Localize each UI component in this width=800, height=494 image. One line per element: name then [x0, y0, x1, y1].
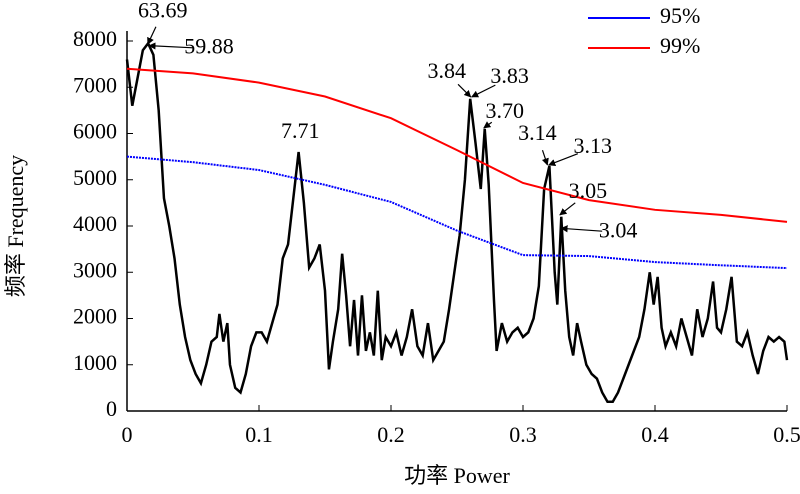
annotation-label: 3.04: [599, 217, 638, 242]
annotation-label: 3.70: [486, 98, 525, 123]
annotation-arrow: [148, 42, 194, 50]
y-axis-label: 频率 Frequency: [3, 155, 28, 297]
annotation-label: 3.14: [518, 120, 557, 145]
y-tick-label: 3000: [73, 257, 117, 282]
legend-label: 95%: [660, 3, 700, 28]
series-line: [126, 155, 788, 270]
y-tick-label: 6000: [73, 119, 117, 144]
x-axis-label: 功率 Power: [404, 463, 510, 488]
y-tick-label: 1000: [73, 350, 117, 375]
y-tick-label: 4000: [73, 211, 117, 236]
annotation-label: 3.84: [427, 58, 466, 83]
x-tick-label: 0.5: [773, 422, 800, 447]
annotation-label: 3.13: [573, 133, 612, 158]
x-tick-label: 0.4: [641, 422, 669, 447]
annotation-label: 7.71: [281, 118, 320, 143]
legend-label: 99%: [660, 33, 700, 58]
annotation-arrow: [147, 26, 157, 45]
annotation-label: 63.69: [138, 0, 188, 22]
x-tick-label: 0.1: [245, 422, 273, 447]
series-line: [125, 40, 789, 403]
annotation-arrow: [541, 149, 549, 166]
annotation-arrow: [457, 83, 472, 98]
y-tick-label: 2000: [73, 304, 117, 329]
series-line: [126, 67, 788, 223]
annotation-label: 3.05: [569, 178, 608, 203]
annotation-arrow: [471, 84, 496, 98]
annotation-arrow: [548, 153, 579, 166]
annotation-label: 3.83: [490, 63, 529, 88]
annotation-arrow: [560, 225, 603, 233]
y-tick-label: 8000: [73, 26, 117, 51]
x-tick-label: 0: [122, 422, 133, 447]
x-tick-label: 0.2: [377, 422, 405, 447]
y-tick-label: 0: [106, 396, 117, 421]
annotation-label: 59.88: [184, 34, 234, 59]
y-tick-label: 5000: [73, 165, 117, 190]
y-tick-label: 7000: [73, 72, 117, 97]
annotation-arrow: [483, 121, 493, 129]
x-tick-label: 0.3: [509, 422, 537, 447]
annotation-arrow: [559, 202, 576, 216]
